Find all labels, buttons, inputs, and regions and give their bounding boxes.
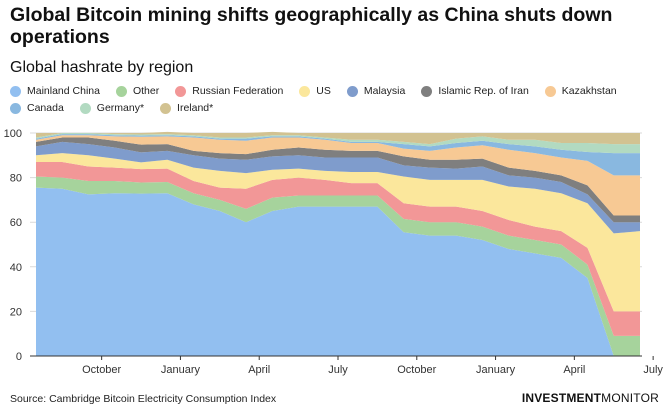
legend-item: Russian Federation — [175, 85, 283, 97]
x-tick-label: January — [161, 364, 201, 376]
legend-label: US — [316, 85, 331, 97]
chart-title: Global Bitcoin mining shifts geographica… — [10, 4, 613, 48]
area-series — [36, 135, 640, 216]
x-tick-label: April — [563, 364, 585, 376]
y-tick-label: 100 — [4, 128, 22, 140]
legend-swatch — [160, 102, 172, 114]
legend-label: Kazakhstan — [561, 85, 617, 97]
brand-logo: INVESTMENTMONITOR — [522, 391, 659, 405]
legend-label: Russian Federation — [192, 85, 284, 97]
area-series — [36, 133, 640, 154]
chart-subtitle: Global hashrate by region — [10, 59, 194, 76]
area-series — [36, 131, 640, 145]
y-tick-label: 40 — [10, 262, 22, 274]
legend-item: Malaysia — [346, 85, 406, 97]
chart-legend: Mainland China Other Russian Federation US M… — [10, 85, 665, 114]
legend-label: Germany* — [96, 102, 145, 114]
legend-label: Mainland China — [27, 85, 100, 97]
x-tick-label: January — [476, 364, 516, 376]
y-tick-label: 80 — [10, 173, 22, 185]
legend-swatch — [299, 85, 311, 97]
legend-item: Germany* — [79, 102, 145, 114]
legend-item: Islamic Rep. of Iran — [421, 85, 529, 97]
legend-item: Ireland* — [160, 102, 213, 114]
legend-swatch — [79, 102, 91, 114]
y-tick-label: 20 — [10, 306, 22, 318]
source-note: Source: Cambridge Bitcoin Electricity Co… — [10, 393, 277, 405]
legend-item: Kazakhstan — [544, 85, 617, 97]
y-tick-label: 60 — [10, 217, 22, 229]
legend-label: Other — [132, 85, 160, 97]
x-tick-label: October — [82, 364, 121, 376]
legend-label: Malaysia — [363, 85, 406, 97]
legend-label: Canada — [27, 102, 64, 114]
x-tick-label: October — [397, 364, 436, 376]
y-tick-label: 0 — [16, 351, 22, 363]
brand-logo-strong: INVESTMENT — [521, 391, 602, 405]
area-series — [36, 153, 640, 312]
area-series — [36, 141, 640, 234]
legend-label: Islamic Rep. of Iran — [438, 85, 529, 97]
area-series — [36, 137, 640, 223]
legend-item: US — [299, 85, 331, 97]
area-series — [36, 134, 640, 176]
legend-swatch — [346, 85, 358, 97]
legend-item: Canada — [10, 102, 64, 114]
x-tick-label: April — [248, 364, 270, 376]
x-tick-label: July — [643, 364, 663, 376]
legend-swatch — [10, 85, 21, 97]
legend-label: Ireland* — [177, 102, 214, 114]
legend-swatch — [421, 85, 433, 97]
legend-item: Mainland China — [10, 85, 100, 97]
legend-swatch — [115, 85, 127, 97]
x-tick-label: July — [328, 364, 348, 376]
area-series — [36, 161, 640, 336]
legend-swatch — [175, 85, 187, 97]
brand-logo-light: MONITOR — [601, 391, 659, 405]
legend-item: Other — [115, 85, 160, 97]
area-series — [36, 187, 640, 356]
legend-swatch — [10, 102, 21, 114]
legend-swatch — [544, 85, 556, 97]
